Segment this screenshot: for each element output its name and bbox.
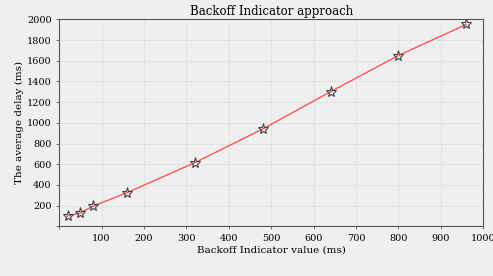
X-axis label: Backoff Indicator value (ms): Backoff Indicator value (ms)	[197, 246, 346, 255]
Title: Backoff Indicator approach: Backoff Indicator approach	[189, 5, 353, 18]
Y-axis label: The average delay (ms): The average delay (ms)	[15, 61, 24, 184]
